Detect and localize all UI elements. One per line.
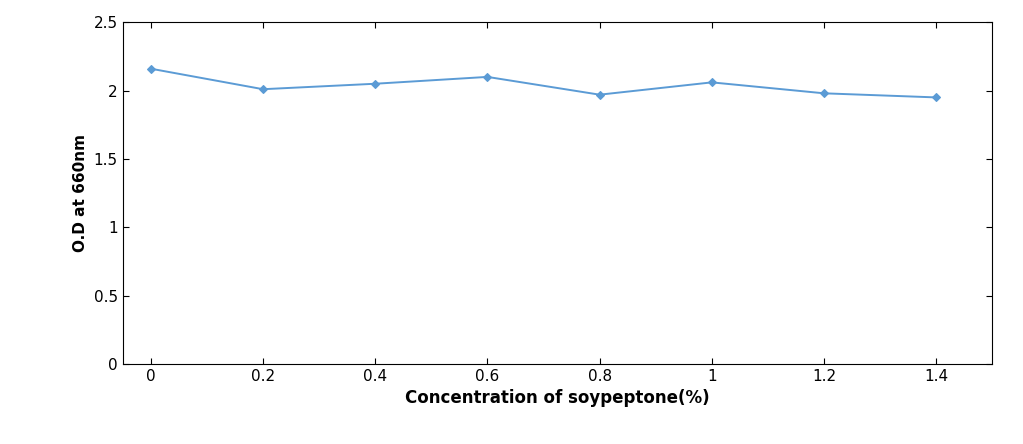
X-axis label: Concentration of soypeptone(%): Concentration of soypeptone(%): [405, 389, 710, 408]
Y-axis label: O.D at 660nm: O.D at 660nm: [74, 134, 88, 252]
